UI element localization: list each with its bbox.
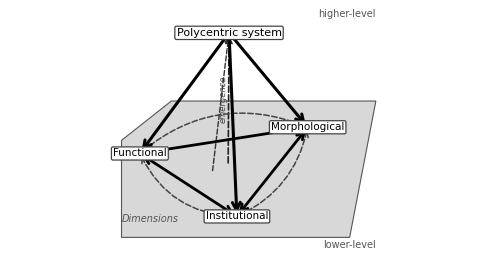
- Text: Morphological: Morphological: [271, 122, 344, 132]
- FancyArrowPatch shape: [144, 113, 304, 151]
- FancyArrowPatch shape: [226, 37, 232, 163]
- Text: Dimensions: Dimensions: [122, 214, 178, 224]
- Polygon shape: [122, 101, 376, 237]
- FancyArrowPatch shape: [212, 37, 230, 171]
- Text: Polycentric system: Polycentric system: [176, 28, 282, 38]
- FancyArrowPatch shape: [142, 157, 233, 219]
- Text: Functional: Functional: [113, 148, 166, 158]
- FancyArrowPatch shape: [146, 126, 302, 155]
- Text: Institutional: Institutional: [206, 211, 268, 222]
- FancyArrowPatch shape: [229, 36, 240, 210]
- Text: lower-level: lower-level: [323, 241, 376, 250]
- Text: emergence: emergence: [218, 76, 228, 123]
- Text: higher-level: higher-level: [318, 9, 376, 19]
- FancyArrowPatch shape: [231, 35, 304, 122]
- FancyArrowPatch shape: [240, 132, 304, 212]
- FancyArrowPatch shape: [145, 157, 232, 213]
- FancyArrowPatch shape: [241, 132, 308, 215]
- FancyArrowPatch shape: [144, 35, 228, 148]
